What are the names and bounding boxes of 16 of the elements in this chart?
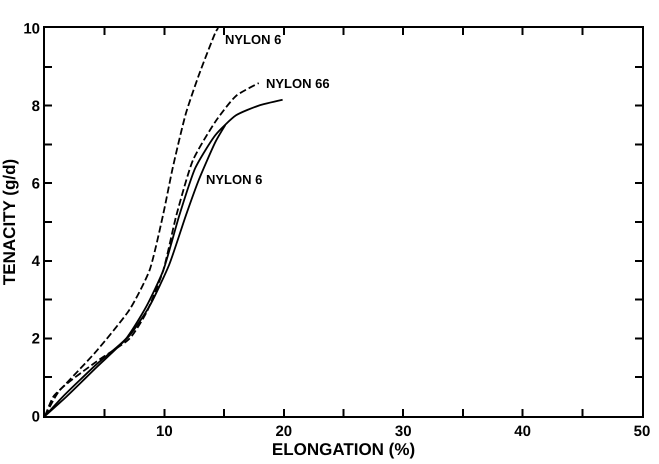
annotation: NYLON 6 [206, 172, 262, 187]
x-axis-title: ELONGATION (%) [272, 440, 416, 459]
y-tick-label: 4 [32, 253, 41, 270]
x-tick-label: 10 [156, 423, 173, 440]
y-tick-label: 2 [32, 330, 40, 348]
y-tick-label: 10 [23, 20, 40, 38]
annotation: NYLON 6 [225, 32, 282, 47]
annotation: NYLON 66 [266, 76, 330, 91]
y-tick-label: 0 [32, 408, 40, 426]
x-tick-label: 50 [634, 423, 650, 440]
x-tick-label: 30 [394, 423, 412, 440]
y-axis-title: TENACITY (g/d) [0, 158, 19, 286]
y-tick-label: 6 [32, 175, 40, 192]
y-tick-label: 8 [32, 98, 40, 115]
x-tick-label: 20 [275, 423, 292, 440]
x-tick-label: 40 [514, 423, 531, 440]
